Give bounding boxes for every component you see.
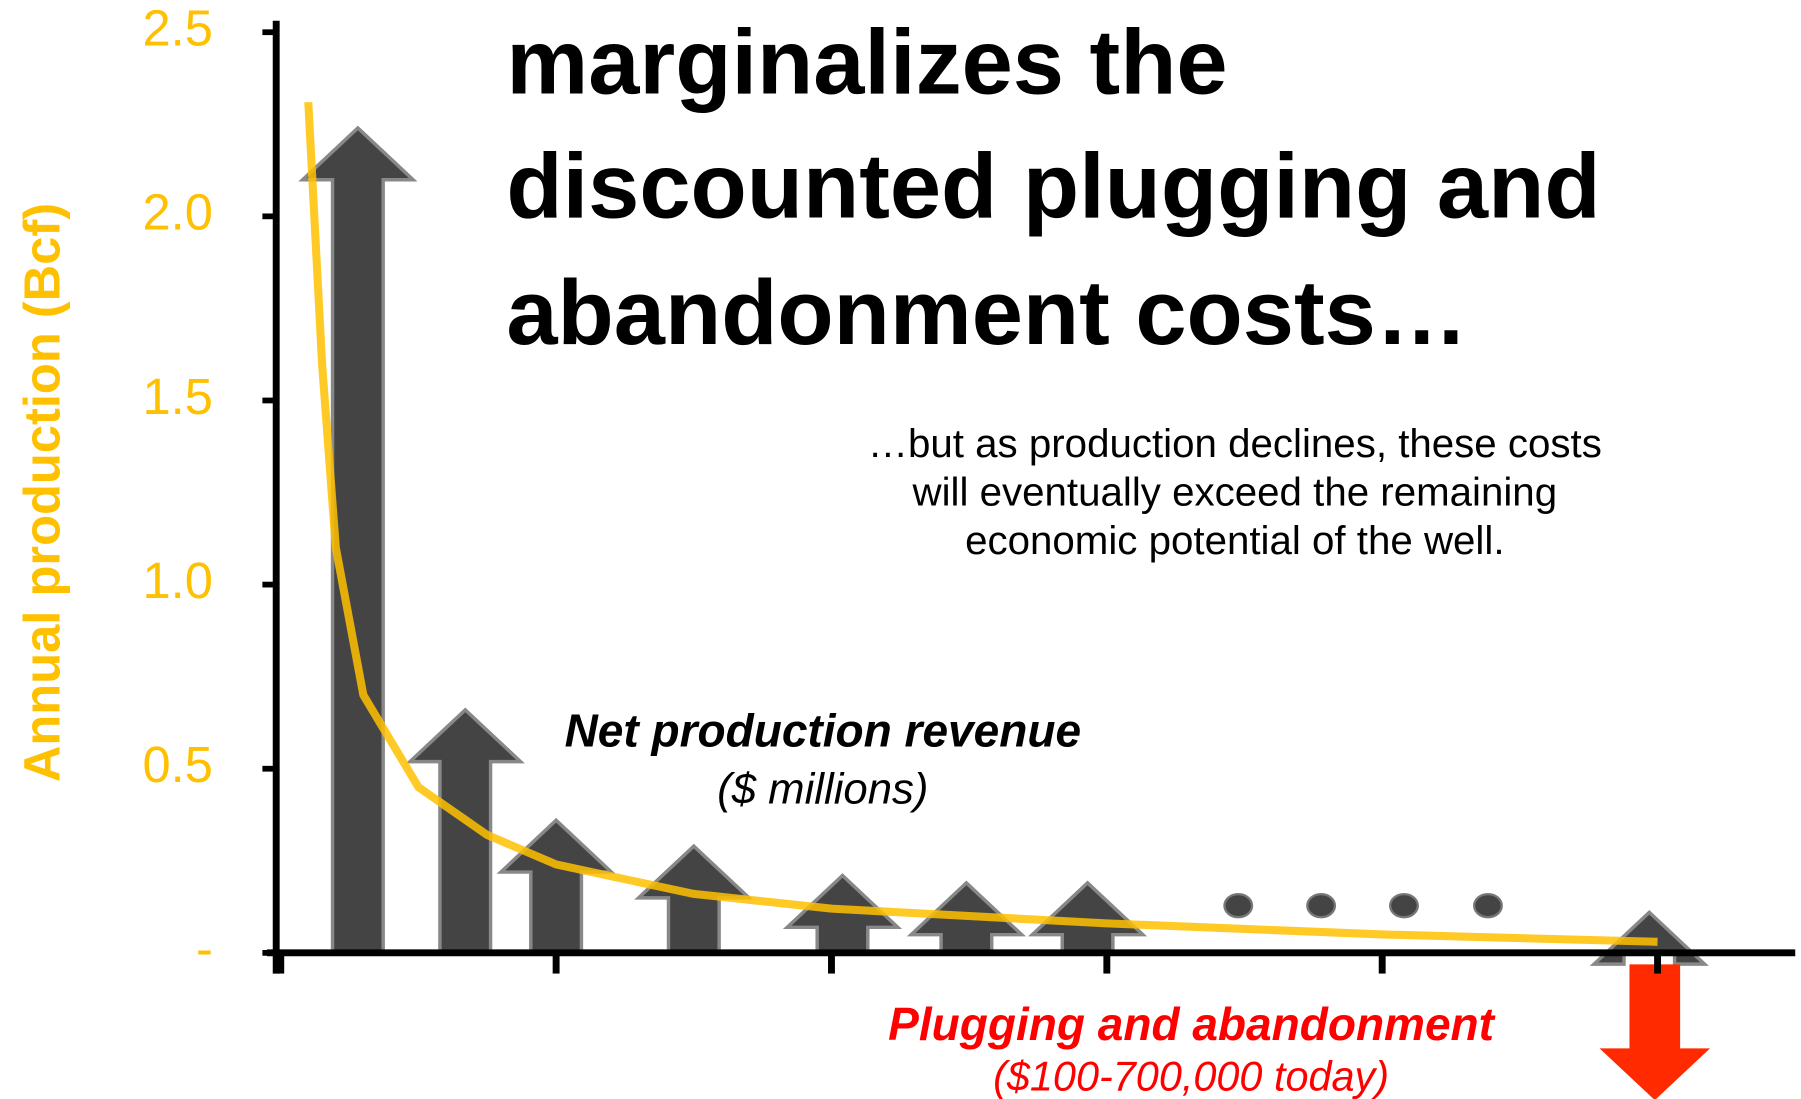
subtitle: will eventually exceed the remaining [911, 469, 1557, 514]
revenue-arrow [405, 707, 525, 955]
y-tick-label: 2.5 [143, 0, 213, 57]
revenue-arrow [782, 873, 903, 955]
y-axis-label: Annual production (Bcf) [13, 203, 70, 782]
production-line [304, 101, 1658, 946]
headline: abandonment costs… [506, 261, 1468, 364]
headline: marginalizes the [506, 10, 1227, 113]
subtitle: economic potential of the well. [965, 518, 1504, 563]
revenue-arrow [634, 843, 754, 955]
revenue-arrow [298, 125, 418, 955]
y-tick-label: 2.0 [143, 184, 213, 241]
revenue-sublabel: ($ millions) [717, 764, 928, 813]
revenue-arrow [496, 817, 616, 955]
cost-label: Plugging and abandonment [888, 998, 1496, 1050]
cost-arrow [1599, 964, 1711, 1099]
y-tick-label: 1.5 [143, 368, 213, 425]
dot [1223, 893, 1254, 919]
headline: discounted plugging and [506, 135, 1600, 238]
ellipsis-dots [1223, 893, 1503, 919]
cost-sublabel: ($100-700,000 today) [993, 1053, 1389, 1099]
revenue-label: Net production revenue [565, 704, 1081, 756]
dot [1306, 893, 1337, 919]
subtitle: …but as production declines, these costs [868, 421, 1602, 466]
y-tick-label: 0.5 [143, 736, 213, 793]
dot [1473, 893, 1503, 919]
y-tick-label: 1.0 [143, 552, 213, 609]
dot [1389, 893, 1419, 919]
y-tick-label: - [196, 920, 213, 977]
